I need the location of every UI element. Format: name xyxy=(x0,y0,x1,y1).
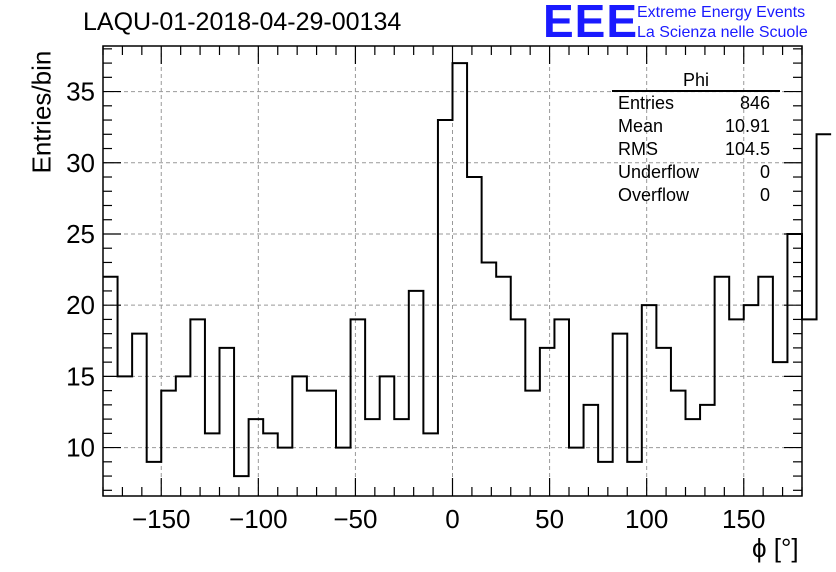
stats-label: Entries xyxy=(618,93,675,113)
stats-value: 0 xyxy=(759,162,770,182)
stats-row: Overflow 0 xyxy=(612,184,780,207)
stats-row: RMS 104.5 xyxy=(612,138,780,161)
logo-line-1: Extreme Energy Events xyxy=(637,4,806,21)
stats-label: RMS xyxy=(618,139,658,159)
stats-label: Overflow xyxy=(618,185,690,205)
y-tick-label: 35 xyxy=(66,77,95,107)
stats-label: Mean xyxy=(618,116,664,136)
x-tick-label: 50 xyxy=(535,504,564,534)
y-axis-label: Entries/bin xyxy=(26,50,57,174)
stats-row: Mean 10.91 xyxy=(612,115,780,138)
x-tick-label: 0 xyxy=(445,504,459,534)
stats-value: 10.91 xyxy=(724,116,770,136)
stats-row: Entries 846 xyxy=(612,92,780,115)
stats-label: Underflow xyxy=(618,162,700,182)
eee-logo: EEE xyxy=(543,0,639,47)
y-tick-label: 15 xyxy=(66,361,95,391)
x-tick-label: 100 xyxy=(625,504,668,534)
stats-value: 104.5 xyxy=(724,139,770,159)
x-tick-label: 150 xyxy=(722,504,765,534)
chart-title: LAQU-01-2018-04-29-00134 xyxy=(83,8,402,36)
tick-labels: −150 −100 −50 0 50 100 150 10 15 20 25 30 35 xyxy=(66,77,765,534)
stats-value: 0 xyxy=(759,185,770,205)
x-tick-label: −50 xyxy=(333,504,377,534)
histogram-line xyxy=(103,62,832,478)
logo-line-2: La Scienza nelle Scuole xyxy=(637,24,808,41)
y-tick-label: 25 xyxy=(66,219,95,249)
x-tick-label: −100 xyxy=(229,504,288,534)
y-tick-label: 10 xyxy=(66,433,95,463)
x-tick-label: −150 xyxy=(132,504,191,534)
y-tick-label: 20 xyxy=(66,290,95,320)
y-tick-label: 30 xyxy=(66,148,95,178)
stats-title: Phi xyxy=(612,70,780,92)
stats-box: Phi Entries 846 Mean 10.91 RMS 104.5 Underf… xyxy=(612,70,780,207)
stats-row: Underflow 0 xyxy=(612,161,780,184)
x-axis-label: ϕ [°] xyxy=(752,533,799,563)
stats-value: 846 xyxy=(739,93,770,113)
